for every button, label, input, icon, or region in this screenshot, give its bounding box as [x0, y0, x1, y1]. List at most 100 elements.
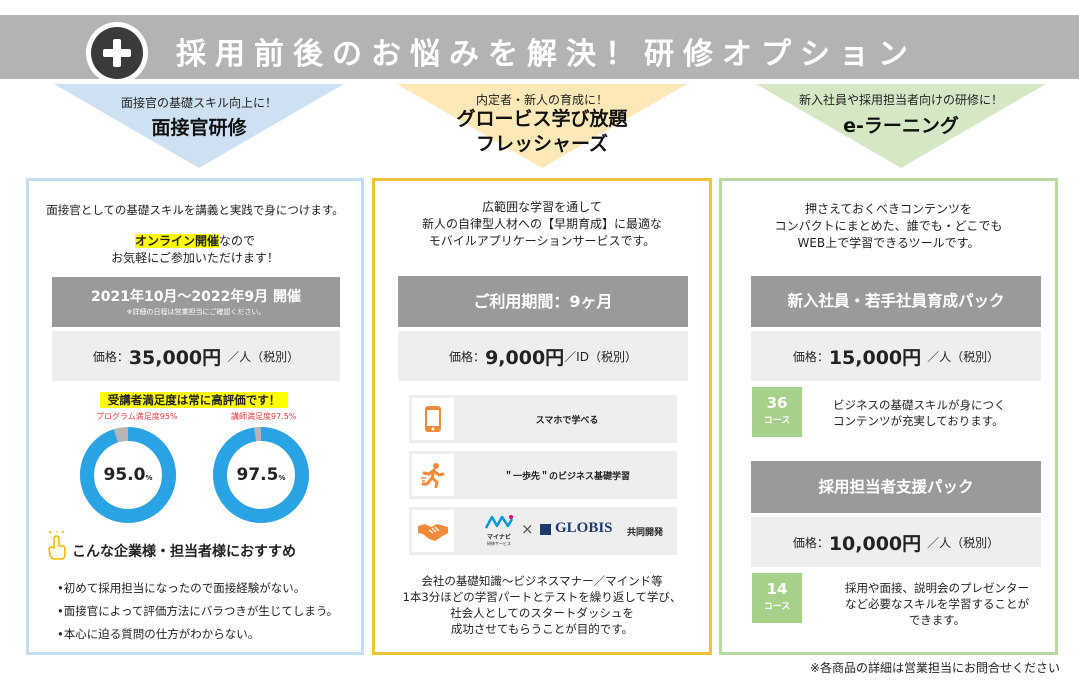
col2-title-line2: フレッシャーズ [475, 132, 609, 155]
price-label: 価格： [449, 349, 486, 364]
col2-period-bar: ご利用期間：9ヶ月 [398, 276, 688, 327]
col1-online: オンライン開催なので お気軽にご参加いただけます！ [32, 233, 358, 267]
col2-intro: 広範囲な学習を通して 新人の自律型人材への【早期育成】に最適な モバイルアプリケ… [378, 199, 706, 250]
col2-intro-line: モバイルアプリケーションサービスです。 [428, 234, 656, 248]
col2-price-bar: 価格： 9,000円 ／ID（税別） [398, 331, 688, 381]
recommend-list: •初めて採用担当になったので面接経験がない。 •面接官によって評価方法にバラつき… [57, 577, 338, 646]
recommend-item: •面接官によって評価方法にバラつきが生じてしまう。 [57, 604, 339, 618]
joint-development: 共同開発 [627, 528, 664, 538]
pointing-hand-icon [48, 531, 66, 560]
col3-intro-line: コンパクトにまとめた、誰でも・どこでも [774, 219, 1003, 233]
course-unit: コース [763, 602, 791, 612]
course-unit: コース [763, 416, 791, 426]
donut1-label: プログラム満足度95% [96, 412, 178, 421]
cross-mark: × [521, 520, 534, 538]
online-rest: なので [219, 234, 256, 248]
mynavi-sub: 研修サービス [487, 541, 511, 546]
donut1-value-arc [80, 427, 176, 523]
col2-arrow [397, 84, 687, 168]
pack1-name-bar: 新入社員・若手社員育成パック [751, 276, 1041, 327]
donut-chart-1 [80, 427, 176, 523]
feature-label: ＂一歩先＂のビジネス基礎学習 [503, 471, 630, 482]
mynavi-mark-icon [484, 515, 514, 529]
price-unit: ／人（税別） [927, 535, 1000, 550]
donut1-number: 95.0 [103, 465, 146, 485]
col2-intro-line: 広範囲な学習を通して [482, 200, 602, 214]
col3-title: e-ラーニング [843, 115, 959, 137]
feature-row: スマホで学べる [409, 395, 677, 443]
col1-panel [26, 178, 364, 655]
satisfaction-title: 受講者満足度は常に高評価です！ [100, 392, 288, 408]
col1-price-bar: 価格： 35,000円 ／人（税別） [52, 331, 340, 381]
donut2-number: 97.5 [236, 465, 279, 485]
feature-label: スマホで学べる [535, 415, 599, 426]
col3-arrow [756, 84, 1046, 168]
online-highlight: オンライン開催 [134, 234, 219, 248]
price-value: 15,000円 [828, 346, 922, 369]
col2-outro: 会社の基礎知識～ビジネスマナー／マインド等 1本3分ほどの学習パートとテストを繰… [378, 573, 706, 637]
price-unit: ／ID（税別） [564, 349, 637, 364]
price-value: 35,000円 [128, 346, 222, 369]
page-title: 採用前後のお悩みを解決！研修オプション [176, 37, 917, 72]
col3-intro: 押さえておくべきコンテンツを コンパクトにまとめた、誰でも・どこでも WEB上で… [725, 201, 1052, 252]
col2-subtitle: 内定者・新人の育成に！ [475, 93, 608, 107]
running-person-icon [412, 454, 454, 496]
donut2-value-arc [213, 427, 309, 523]
globis-logo-text: GLOBIS [555, 520, 613, 536]
plus-circle-icon [86, 22, 148, 84]
pack1-price-bar: 価格： 15,000円 ／人（税別） [751, 331, 1041, 381]
pack1-desc-line: ビジネスの基礎スキルが身につく [833, 398, 1006, 412]
price-label: 価格： [792, 349, 829, 364]
col2-outro-line: 1本3分ほどの学習パートとテストを繰り返して学び、 [402, 590, 682, 604]
recommend-item: •本心に迫る質問の仕方がわからない。 [57, 627, 260, 641]
feature-row: ＂一歩先＂のビジネス基礎学習 [409, 451, 677, 499]
price-value: 10,000円 [828, 532, 922, 555]
donut1-value: 95.0% [78, 465, 178, 485]
pack1-desc-line: コンテンツが充実しております。 [833, 414, 1004, 428]
recommend-title: こんな企業様・担当者様におすすめ [72, 544, 296, 560]
pack2-price-bar: 価格： 10,000円 ／人（税別） [751, 517, 1041, 567]
col3-subtitle: 新入社員や採用担当者向けの研修に！ [798, 93, 1003, 107]
col1-period-bar: 2021年10月～2022年9月 開催 ※詳細の日程は営業担当にご確認ください。 [52, 277, 340, 327]
col2-intro-line: 新人の自律型人材への【早期育成】に最適な [421, 217, 662, 231]
col1-subtitle: 面接官の基礎スキル向上に！ [120, 96, 277, 110]
period-note: ※詳細の日程は営業担当にご確認ください。 [126, 308, 266, 316]
donut2-label: 講師満足度97.5% [231, 412, 297, 421]
donut1-unit: % [145, 474, 153, 482]
col2-outro-line: 会社の基礎知識～ビジネスマナー／マインド等 [421, 574, 663, 588]
feature-row: マイナビ 研修サービス × GLOBIS 共同開発 [409, 507, 677, 555]
recommend-item: •初めて採用担当になったので面接経験がない。 [57, 581, 306, 595]
pack2-desc: 採用や面接、説明会のプレゼンター など必要なスキルを学習することが できます。 [830, 580, 1044, 628]
donut2-value: 97.5% [211, 465, 311, 485]
price-value: 9,000円 [485, 346, 565, 369]
pack2-course-badge: 14 コース [752, 573, 802, 623]
price-label: 価格： [792, 535, 829, 550]
course-count: 36 [766, 394, 788, 412]
smartphone-icon [412, 398, 454, 440]
pack2-desc-line: 採用や面接、説明会のプレゼンター [845, 581, 1029, 595]
price-label: 価格： [92, 349, 129, 364]
pack1-desc: ビジネスの基礎スキルが身につく コンテンツが充実しております。 [833, 397, 1006, 429]
period-text: 2021年10月～2022年9月 開催 [90, 289, 302, 305]
col2-title-line1: グロービス学び放題 [456, 108, 628, 130]
pack2-desc-line: など必要なスキルを学習することが [845, 597, 1029, 611]
pack2-name-bar: 採用担当者支援パック [751, 461, 1041, 513]
price-unit: ／人（税別） [927, 349, 1000, 364]
pack2-desc-line: できます。 [908, 613, 966, 627]
col2-title: グロービス学び放題 フレッシャーズ [392, 107, 692, 156]
mynavi-text: マイナビ [487, 534, 511, 541]
donut2-unit: % [278, 474, 286, 482]
col1-intro: 面接官としての基礎スキルを講義と実践で身につけます。 [46, 203, 344, 217]
col1-title: 面接官研修 [151, 117, 247, 139]
online-line2: お気軽にご参加いただけます！ [111, 251, 279, 265]
col1-arrow [54, 84, 344, 168]
mynavi-logo: マイナビ 研修サービス [479, 514, 519, 546]
handshake-icon [412, 510, 454, 552]
footer-note: ※各商品の詳細は営業担当にお問合せください [809, 661, 1060, 675]
course-count: 14 [766, 580, 788, 598]
col3-intro-line: WEB上で学習できるツールです。 [797, 236, 980, 250]
donut-chart-2 [213, 427, 309, 523]
header-banner: 採用前後のお悩みを解決！研修オプション [0, 15, 1079, 84]
price-unit: ／人（税別） [227, 349, 300, 364]
col2-outro-line: 成功させてもらうことが目的です。 [450, 622, 634, 636]
